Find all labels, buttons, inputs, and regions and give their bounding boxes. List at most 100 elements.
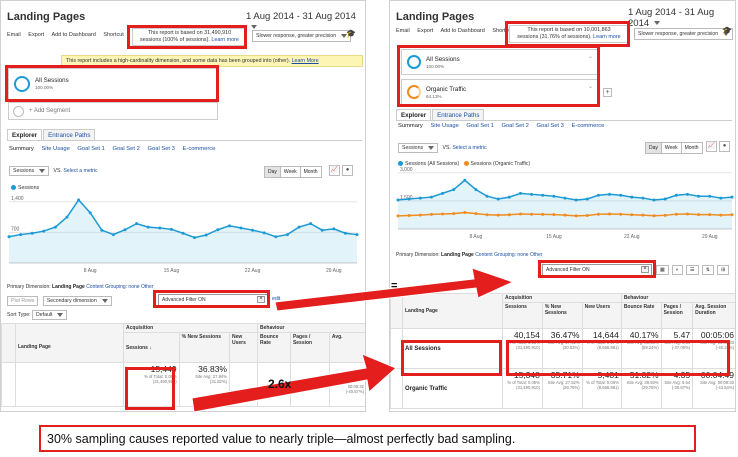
shortcut-button[interactable]: Shortcut <box>492 28 513 34</box>
data-point <box>563 213 567 217</box>
motion-chart-icon[interactable]: ● <box>719 141 730 152</box>
filter-edit: edit <box>272 296 280 302</box>
clear-filter-icon[interactable]: × <box>641 266 649 273</box>
subnav-summary[interactable]: Summary <box>9 146 34 152</box>
subnav-goal-set-1[interactable]: Goal Set 1 <box>466 123 494 129</box>
pages-session-header[interactable]: Pages / Session <box>289 332 330 363</box>
advanced-filter-box[interactable]: Advanced Filter ON × <box>542 264 652 276</box>
chevron-down-icon <box>341 33 348 38</box>
performance-view-icon[interactable]: ☰ <box>686 265 699 275</box>
comparison-view-icon[interactable]: ⇅ <box>701 265 715 275</box>
email-button[interactable]: Email <box>7 32 21 38</box>
month-button[interactable]: Month <box>299 166 322 178</box>
avg-duration-header[interactable]: Avg. <box>328 332 365 363</box>
new-users-header[interactable]: New Users <box>228 332 259 363</box>
export-button[interactable]: Export <box>28 32 45 38</box>
content-grouping-select[interactable]: Content Grouping: none <box>86 284 140 290</box>
sessions-header[interactable]: Sessions ↓ <box>123 332 180 363</box>
tab-explorer[interactable]: Explorer <box>7 129 43 141</box>
other-dimension-link[interactable]: Other <box>140 284 154 290</box>
new-sessions-header[interactable]: % New Sessions <box>178 332 231 363</box>
content-grouping-select[interactable]: Content Grouping: none <box>475 252 529 258</box>
data-point <box>251 228 255 232</box>
segment-all-sessions[interactable]: All Sessions 100.00% <box>8 68 218 100</box>
table-view-icon[interactable]: ▦ <box>656 265 669 275</box>
clear-filter-icon[interactable]: × <box>257 296 265 303</box>
edit-filter-link[interactable]: edit <box>272 296 281 302</box>
landing-page-header[interactable]: Landing Page <box>402 293 503 329</box>
subnav-e-commerce[interactable]: E-commerce <box>571 123 605 129</box>
add-segment-icon[interactable]: + <box>603 88 612 97</box>
data-point <box>441 191 445 195</box>
data-point <box>619 212 623 216</box>
email-button[interactable]: Email <box>396 28 410 34</box>
line-chart-icon[interactable]: 📈 <box>329 165 340 176</box>
shortcut-button[interactable]: Shortcut <box>103 32 124 38</box>
metric-select[interactable]: Sessions <box>398 143 439 153</box>
subnav-goal-set-3[interactable]: Goal Set 3 <box>147 146 175 152</box>
pie-view-icon[interactable]: ◐ <box>671 265 684 275</box>
pivot-view-icon[interactable]: ⊞ <box>717 265 730 275</box>
plot-rows-button[interactable]: Plot Rows <box>7 296 39 306</box>
subnav-e-commerce[interactable]: E-commerce <box>182 146 216 152</box>
metric-select[interactable]: Sessions <box>9 166 50 176</box>
subnav-site-usage[interactable]: Site Usage <box>41 146 70 152</box>
select-metric-link[interactable]: Select a metric <box>452 145 487 151</box>
warning-learn-more-link[interactable]: Learn More <box>291 58 319 64</box>
subnav-goal-set-1[interactable]: Goal Set 1 <box>77 146 105 152</box>
select-metric-link[interactable]: Select a metric <box>63 168 98 174</box>
export-button[interactable]: Export <box>417 28 434 34</box>
segment-all-sessions[interactable]: All Sessions 100.00% ⌄ <box>401 49 598 75</box>
primary-dimension-row: Primary Dimension: Landing Page Content … <box>396 252 542 258</box>
tab-explorer[interactable]: Explorer <box>396 109 432 121</box>
sort-type-select[interactable]: Default <box>32 310 68 320</box>
filter-arrow <box>274 267 515 312</box>
subnav-goal-set-2[interactable]: Goal Set 2 <box>501 123 529 129</box>
data-point <box>111 233 115 237</box>
data-point <box>100 228 104 232</box>
chevron-down-icon[interactable]: ⌄ <box>587 54 593 60</box>
date-range-picker[interactable]: 1 Aug 2014 - 31 Aug 2014 <box>628 7 735 29</box>
motion-chart-icon[interactable]: ● <box>342 165 353 176</box>
graduation-cap-icon[interactable]: 🎓 <box>722 26 732 35</box>
sessions-header[interactable]: Sessions <box>502 302 543 329</box>
add-segment-button[interactable]: + Add Segment <box>29 108 71 114</box>
subnav-goal-set-3[interactable]: Goal Set 3 <box>536 123 564 129</box>
new-users-header[interactable]: New Users <box>581 302 622 329</box>
bounce-rate-header[interactable]: Bounce Rate <box>620 302 662 329</box>
subnav-site-usage[interactable]: Site Usage <box>430 123 459 129</box>
add-to-dashboard-button[interactable]: Add to Dashboard <box>51 32 96 38</box>
warning-text: This report includes a high-cardinality … <box>66 58 291 64</box>
x-tick-label: 29 Aug <box>326 268 342 274</box>
chevron-down-icon[interactable]: ⌄ <box>587 84 593 90</box>
add-segment-slot[interactable]: + Add Segment <box>8 102 218 120</box>
precision-select[interactable]: Slower response, greater precision <box>252 30 352 42</box>
add-to-dashboard-button[interactable]: Add to Dashboard <box>440 28 485 34</box>
learn-more-link[interactable]: Learn more <box>593 34 621 40</box>
graduation-cap-icon[interactable]: 🎓 <box>346 29 356 38</box>
chart-legend: Sessions <box>11 185 39 191</box>
day-button[interactable]: Day <box>645 142 662 154</box>
page-title: Landing Pages <box>7 11 86 23</box>
data-point <box>585 197 589 201</box>
date-range-picker[interactable]: 1 Aug 2014 - 31 Aug 2014 <box>246 11 365 33</box>
x-tick-label: 29 Aug <box>702 234 718 240</box>
other-dimension-link[interactable]: Other <box>529 252 543 258</box>
subnav-goal-set-2[interactable]: Goal Set 2 <box>112 146 140 152</box>
precision-select[interactable]: Slower response, greater precision <box>634 28 734 40</box>
pages-session-header[interactable]: Pages / Session <box>660 302 694 329</box>
month-button[interactable]: Month <box>680 142 703 154</box>
sessions-comparison-chart: 1,500 3,000 8 Aug 15 Aug 22 Aug 29 Aug <box>396 167 734 240</box>
data-point <box>574 214 578 218</box>
tab-entrance-paths[interactable]: Entrance Paths <box>43 129 96 141</box>
tab-entrance-paths[interactable]: Entrance Paths <box>432 109 485 121</box>
landing-page-header[interactable]: Landing Page <box>15 323 124 363</box>
learn-more-link[interactable]: Learn more <box>211 37 239 43</box>
subnav-summary[interactable]: Summary <box>398 123 423 129</box>
secondary-dimension-select[interactable]: Secondary dimension <box>42 296 112 306</box>
bounce-rate-header[interactable]: Bounce Rate <box>257 332 291 363</box>
data-point <box>320 228 324 232</box>
line-chart-icon[interactable]: 📈 <box>706 141 717 152</box>
day-button[interactable]: Day <box>264 166 281 178</box>
